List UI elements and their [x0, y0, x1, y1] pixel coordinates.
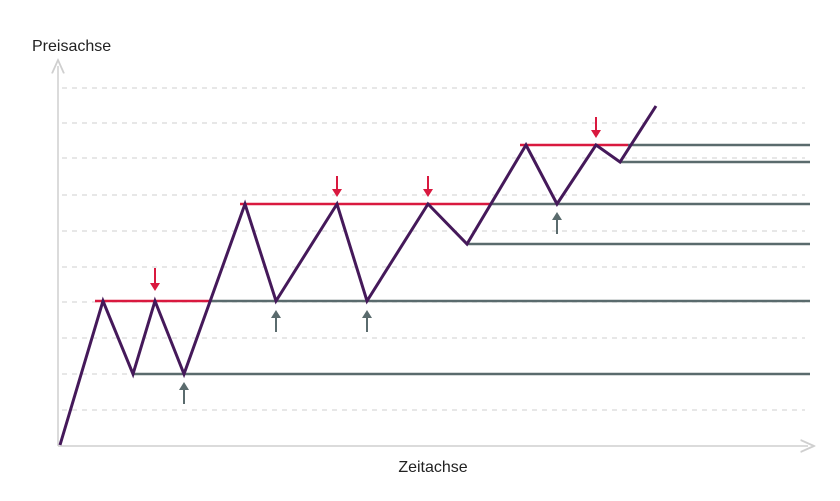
up-arrows — [179, 212, 562, 404]
support-lines — [133, 143, 810, 376]
x-axis-label: Zeitachse — [398, 459, 467, 476]
resistance-lines — [95, 143, 628, 303]
grid-lines — [62, 87, 805, 411]
price-line — [58, 105, 658, 446]
down-arrows — [150, 117, 601, 291]
y-axis-label: Preisachse — [32, 38, 111, 55]
